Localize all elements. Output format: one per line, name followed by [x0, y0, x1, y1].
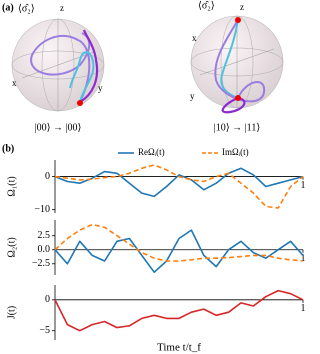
sphere-caption: |10⟩ → |11⟩	[214, 122, 261, 133]
legend-label: ImΩᵢ(t)	[222, 147, 249, 157]
axis-label: z	[240, 2, 244, 12]
y-tick-label: −5	[39, 325, 50, 336]
axis-label: x	[12, 78, 17, 88]
series-line	[54, 167, 304, 198]
x-tick-label: 1	[301, 253, 306, 264]
x-tick-label: 1	[301, 303, 306, 314]
y-axis-label: Ω₁(t)	[6, 176, 17, 196]
series-line	[54, 164, 304, 209]
series-line	[54, 289, 304, 332]
bloch-sphere	[11, 18, 105, 112]
y-tick-label: 0.0	[38, 244, 51, 255]
panel-label: (b)	[2, 143, 14, 154]
sphere-caption: |00⟩ → |00⟩	[35, 122, 82, 133]
axis-label: z	[60, 3, 64, 13]
y-tick-label: −2.5	[32, 258, 50, 269]
x-axis-label: Time t/t_f	[157, 342, 201, 354]
sphere-title: ⟨σ̂₂⟩	[198, 0, 215, 11]
x-tick-label: 1	[301, 180, 306, 191]
sphere-title: ⟨σ̂₂⟩	[18, 3, 35, 14]
legend-label: ReΩᵢ(t)	[138, 147, 165, 157]
series-line	[54, 223, 304, 262]
axis-label: x	[192, 33, 197, 43]
series-line	[54, 229, 304, 273]
y-axis-label: Ω₂(t)	[6, 237, 17, 257]
y-tick-label: 2.5	[38, 230, 51, 241]
y-tick-label: 0	[45, 171, 50, 182]
panel-label: (a)	[2, 2, 14, 13]
y-tick-label: −10	[34, 204, 50, 215]
axis-label: y	[190, 91, 195, 101]
y-tick-label: 0	[45, 294, 50, 305]
bloch-sphere	[190, 15, 284, 114]
y-axis-label: J(t)	[6, 306, 17, 319]
axis-label: y	[98, 83, 103, 93]
